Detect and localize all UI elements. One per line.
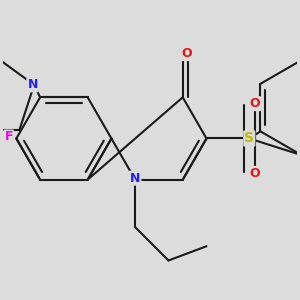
Text: O: O bbox=[182, 47, 192, 60]
Text: N: N bbox=[27, 78, 38, 91]
Text: F: F bbox=[4, 130, 13, 143]
Text: O: O bbox=[250, 97, 260, 110]
Text: N: N bbox=[130, 172, 140, 184]
Text: S: S bbox=[244, 131, 254, 146]
Text: O: O bbox=[250, 167, 260, 180]
